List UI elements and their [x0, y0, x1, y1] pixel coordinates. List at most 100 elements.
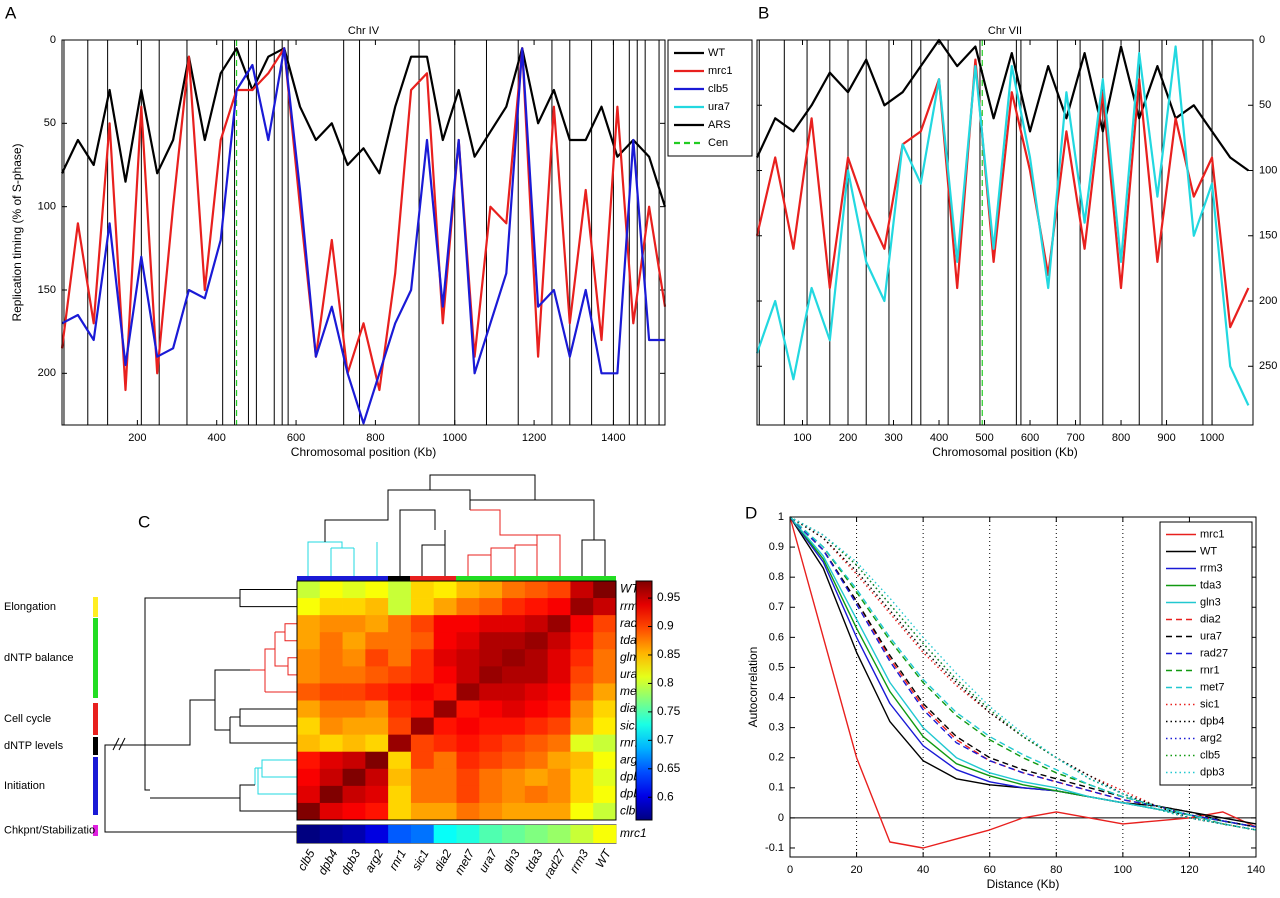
heatmap-cell	[479, 666, 503, 684]
heatmap-cell	[570, 615, 594, 633]
heatmap-cell	[410, 802, 435, 821]
heatmap-cell	[388, 683, 412, 701]
colorbar-tick-label: 0.85	[657, 647, 681, 661]
heatmap-cell	[342, 632, 366, 650]
heatmap-cell	[319, 649, 343, 667]
heatmap-cell	[388, 717, 412, 736]
y-tick-label: 0	[1259, 34, 1265, 46]
heatmap-cell	[570, 632, 594, 650]
heatmap-cell	[410, 785, 435, 804]
heatmap-cell	[297, 598, 321, 616]
column-label: ura7	[476, 846, 501, 875]
y-tick-label: 0.5	[769, 661, 784, 673]
y-tick-label: 50	[44, 117, 56, 129]
x-tick-label: 80	[1050, 864, 1062, 876]
y-tick-label: 0.4	[769, 691, 784, 703]
heatmap-cell	[524, 734, 549, 753]
panel-label: D	[745, 503, 757, 522]
heatmap-cell	[570, 598, 594, 616]
heatmap-cell	[365, 717, 389, 736]
heatmap-cell	[547, 734, 571, 753]
column-label: rad27	[541, 846, 569, 881]
y-tick-label: 0.2	[769, 752, 784, 764]
heatmap-cell	[547, 666, 571, 684]
heatmap-cell	[319, 632, 343, 650]
x-tick-label: 100	[1114, 864, 1132, 876]
row-dendrogram	[104, 589, 297, 833]
heatmap-cell	[547, 615, 571, 633]
legend-box	[1159, 521, 1253, 786]
y-tick-label: 200	[38, 367, 56, 379]
heatmap-cell	[410, 598, 435, 616]
column-label: arg2	[362, 847, 386, 875]
heatmap-cell	[456, 581, 480, 599]
heatmap-cell	[388, 649, 412, 667]
x-tick-label: 400	[208, 432, 226, 444]
x-tick-label: 800	[1112, 432, 1130, 444]
heatmap-cell	[524, 825, 549, 843]
group-bar	[93, 618, 98, 698]
heatmap-cell	[433, 751, 457, 770]
x-tick-label: 1000	[1200, 432, 1224, 444]
heatmap-cell	[433, 581, 457, 599]
heatmap-cell	[297, 581, 321, 599]
group-label: dNTP levels	[4, 740, 64, 752]
heatmap-cell	[319, 802, 343, 821]
heatmap-cell	[388, 615, 412, 633]
legend-label: gln3	[1200, 596, 1221, 608]
column-label: dpb4	[315, 847, 341, 877]
heatmap-cell	[502, 683, 526, 701]
colorbar-tick-label: 0.9	[657, 619, 674, 633]
plot-area	[757, 40, 1253, 425]
heatmap-cell	[547, 768, 571, 787]
heatmap-cell	[410, 615, 435, 633]
legend-label: Cen	[708, 137, 728, 149]
heatmap-cell	[365, 581, 389, 599]
y-tick-label: 0.7	[769, 601, 784, 613]
group-label: dNTP balance	[4, 652, 74, 664]
heatmap-cell	[297, 649, 321, 667]
heatmap-cell	[433, 717, 457, 736]
heatmap-cell	[502, 632, 526, 650]
heatmap-cell	[319, 751, 343, 770]
heatmap-cell	[502, 598, 526, 616]
series-line	[789, 516, 1257, 828]
heatmap-cell	[410, 768, 435, 787]
x-tick-label: 600	[287, 432, 305, 444]
heatmap-cell	[456, 802, 480, 821]
series-line	[789, 516, 1257, 831]
heatmap-cell	[388, 802, 412, 821]
x-tick-label: 700	[1066, 432, 1084, 444]
legend-box	[667, 39, 753, 157]
heatmap-cell	[388, 632, 412, 650]
y-axis-label: Autocorrelation	[746, 647, 760, 728]
heatmap-cell	[479, 734, 503, 753]
heatmap-cell	[593, 802, 617, 821]
heatmap-cell	[479, 717, 503, 736]
heatmap-cell	[410, 700, 435, 718]
heatmap-cell	[410, 666, 435, 684]
heatmap-cell	[593, 751, 617, 770]
heatmap-cell	[547, 598, 571, 616]
heatmap-cell	[410, 683, 435, 701]
heatmap-cell	[479, 632, 503, 650]
heatmap-cell	[433, 615, 457, 633]
heatmap-cell	[502, 700, 526, 718]
heatmap-cell	[547, 632, 571, 650]
heatmap-cell	[524, 581, 549, 599]
y-tick-label: 0.3	[769, 722, 784, 734]
plot-border	[61, 39, 666, 426]
heatmap-cell	[319, 581, 343, 599]
heatmap-cell	[593, 717, 617, 736]
heatmap-cell	[593, 615, 617, 633]
row-label: mrc1	[620, 826, 647, 840]
heatmap-cell	[502, 751, 526, 770]
group-bar	[93, 737, 98, 755]
heatmap-cell	[319, 615, 343, 633]
heatmap-cell	[388, 734, 412, 753]
x-tick-label: 40	[917, 864, 929, 876]
heatmap-cell	[570, 785, 594, 804]
heatmap-cell	[342, 825, 366, 843]
strip-segment	[456, 576, 616, 581]
heatmap-cell	[502, 581, 526, 599]
